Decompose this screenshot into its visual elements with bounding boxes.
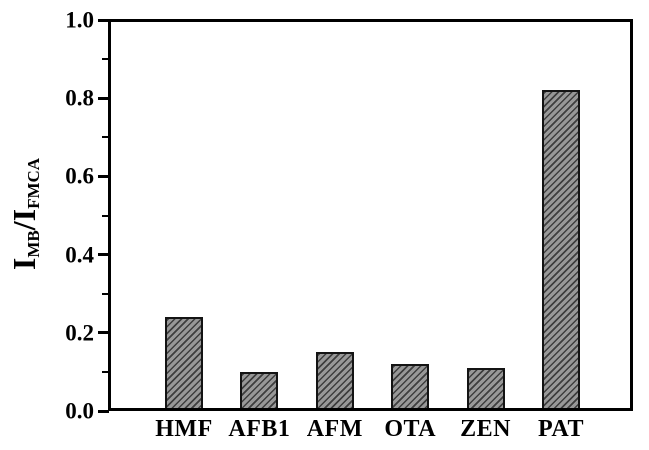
x-tick-label-ota: OTA (384, 416, 437, 442)
x-tick-label-afm: AFM (306, 416, 363, 442)
y-minor-tick (102, 214, 109, 217)
y-minor-tick (102, 136, 109, 139)
bar-pat (542, 90, 580, 411)
y-major-tick (98, 96, 109, 100)
x-tick-label-zen: ZEN (460, 416, 512, 442)
bar-afm (315, 352, 354, 411)
y-minor-tick (102, 292, 109, 295)
y-major-tick (98, 18, 109, 22)
y-major-tick (98, 253, 109, 257)
bar-zen (466, 367, 505, 411)
x-tick-label-hmf: HMF (155, 416, 213, 442)
bar-ota (391, 364, 430, 411)
y-tick-label: 1.0 (65, 7, 94, 33)
y-major-tick (98, 331, 109, 335)
y-tick-label: 0.0 (65, 398, 94, 424)
y-tick-label: 0.6 (65, 163, 94, 189)
y-major-tick (98, 409, 109, 413)
y-major-tick (98, 174, 109, 178)
x-tick-label-afb1: AFB1 (228, 416, 291, 442)
bar-afb1 (240, 371, 279, 411)
y-tick-label: 0.2 (65, 320, 94, 346)
y-axis-title-divider: /I (6, 208, 42, 231)
y-minor-tick (102, 58, 109, 61)
y-tick-label: 0.8 (65, 85, 94, 111)
y-minor-tick (102, 370, 109, 373)
x-tick-label-pat: PAT (538, 416, 584, 442)
bar-hmf (165, 317, 203, 411)
y-tick-label: 0.4 (65, 242, 94, 268)
